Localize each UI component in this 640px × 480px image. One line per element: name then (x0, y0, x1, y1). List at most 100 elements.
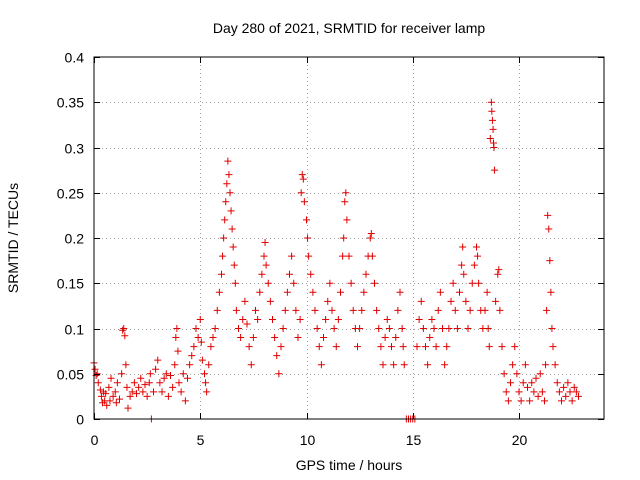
data-point (113, 379, 121, 387)
data-point (260, 252, 268, 260)
data-point (194, 334, 202, 342)
data-point (490, 144, 498, 151)
data-point (383, 315, 391, 323)
data-point (443, 343, 451, 351)
data-point (271, 334, 279, 342)
data-point (192, 325, 200, 332)
data-point (575, 392, 582, 400)
data-point (347, 279, 355, 287)
data-point (215, 288, 223, 296)
data-point (492, 297, 500, 305)
data-point (281, 306, 289, 314)
data-point (513, 370, 521, 378)
y-tick-label: 0.2 (65, 231, 85, 247)
data-point (515, 388, 523, 396)
data-point (107, 374, 115, 382)
data-point (141, 381, 149, 389)
data-point (488, 116, 496, 124)
data-point (568, 397, 576, 405)
data-point (320, 334, 327, 342)
data-point (277, 343, 285, 351)
y-tick-label: 0.1 (65, 322, 85, 338)
data-point (221, 216, 229, 224)
data-point (96, 386, 104, 394)
data-point (349, 306, 357, 314)
data-point (111, 388, 119, 396)
data-point (247, 361, 255, 369)
x-tick-label: 0 (91, 432, 99, 448)
x-tick-label: 10 (300, 432, 316, 448)
data-point (228, 225, 236, 233)
data-point (179, 370, 187, 378)
data-point (521, 361, 529, 369)
data-point (311, 306, 319, 314)
chart-title: Day 280 of 2021, SRMTID for receiver lam… (213, 20, 486, 36)
data-point (119, 326, 127, 334)
data-point (558, 397, 565, 405)
data-point (415, 315, 423, 323)
y-tick-label: 0.35 (57, 95, 84, 111)
data-point (462, 297, 470, 305)
data-point (128, 388, 136, 396)
data-point (426, 334, 434, 342)
data-point (202, 379, 210, 387)
data-point (517, 397, 525, 405)
data-point (304, 234, 312, 242)
data-point (229, 243, 237, 251)
data-point (487, 98, 495, 106)
data-point (309, 288, 317, 296)
data-point (273, 352, 281, 360)
data-point (317, 361, 325, 369)
data-point (392, 334, 400, 342)
data-point (294, 334, 302, 342)
data-point (307, 270, 315, 278)
data-point (239, 315, 247, 323)
data-point (243, 320, 251, 328)
data-point (106, 397, 114, 405)
data-point (337, 288, 344, 296)
data-point (283, 288, 291, 296)
data-point (451, 306, 459, 314)
data-point (245, 343, 253, 351)
data-point (502, 388, 510, 396)
axes: 0 0.05 0.1 0.15 0.2 0.25 0.3 0.35 0.4 0 5 10 15 20 (57, 50, 604, 448)
data-point (340, 234, 348, 242)
data-point (230, 261, 238, 269)
data-point (184, 374, 191, 382)
data-point (453, 325, 461, 332)
data-point (381, 334, 389, 342)
data-point (526, 397, 534, 405)
data-point (445, 325, 453, 332)
data-point (227, 207, 235, 215)
data-point (297, 189, 305, 197)
data-point (483, 288, 491, 296)
data-point (377, 343, 385, 351)
data-point (468, 279, 476, 287)
data-point (388, 343, 395, 351)
data-point (481, 306, 489, 314)
data-point (196, 315, 204, 323)
data-point (103, 401, 111, 409)
data-point (507, 379, 514, 387)
data-point (171, 361, 179, 369)
data-point (258, 270, 266, 278)
data-point (266, 297, 274, 305)
data-point (116, 395, 123, 403)
data-point (122, 361, 130, 369)
data-point (413, 343, 421, 351)
data-point (256, 288, 264, 296)
data-point (564, 379, 572, 387)
data-point (241, 297, 249, 305)
data-point (105, 383, 113, 391)
data-point (167, 372, 174, 380)
data-point (173, 325, 181, 332)
y-tick-label: 0.15 (57, 276, 84, 292)
data-point (203, 388, 211, 396)
data-point (534, 392, 542, 400)
data-point (543, 306, 551, 314)
data-point (261, 239, 269, 247)
data-point (174, 347, 182, 355)
data-point (254, 315, 262, 323)
data-point (560, 383, 568, 391)
